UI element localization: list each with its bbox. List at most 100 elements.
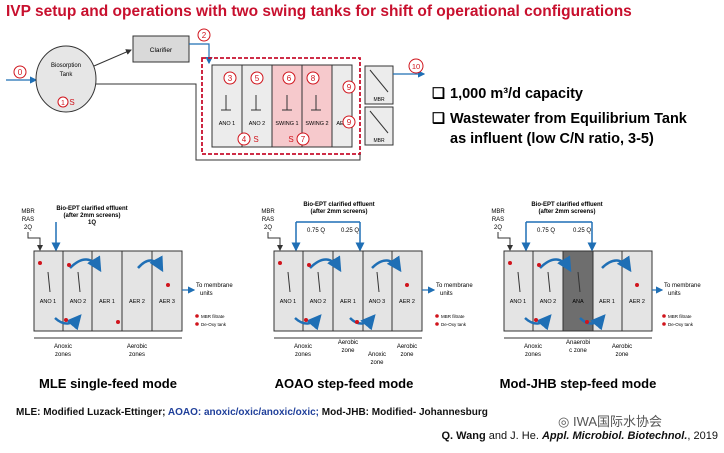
svg-text:MBR filtrate: MBR filtrate <box>441 314 465 319</box>
svg-text:zones: zones <box>129 352 145 358</box>
bullet-list: ❑ 1,000 m³/d capacity ❑ Wastewater from … <box>432 86 688 147</box>
svg-text:2Q: 2Q <box>494 225 502 231</box>
svg-text:De-Oxy tank: De-Oxy tank <box>441 322 467 327</box>
svg-text:4: 4 <box>242 135 247 144</box>
return-line <box>96 83 361 161</box>
svg-text:ANO 3: ANO 3 <box>369 299 386 305</box>
svg-text:AER 1: AER 1 <box>599 299 615 305</box>
svg-text:Anoxic: Anoxic <box>368 352 386 358</box>
footnote-mle: MLE: Modified Luzack-Ettinger; <box>16 407 166 418</box>
mbr-unit-2 <box>364 106 394 146</box>
svg-text:AER: AER <box>336 121 347 127</box>
svg-text:zone: zone <box>615 352 629 358</box>
svg-text:0.25 Q: 0.25 Q <box>573 228 591 234</box>
svg-text:1Q: 1Q <box>88 220 96 226</box>
svg-text:Aerobic: Aerobic <box>127 344 147 350</box>
svg-text:AER 1: AER 1 <box>99 299 115 305</box>
svg-text:AER 2: AER 2 <box>399 299 415 305</box>
page-title: IVP setup and operations with two swing … <box>6 3 632 20</box>
svg-text:zone: zone <box>370 360 384 366</box>
svg-text:0.75 Q: 0.75 Q <box>537 228 555 234</box>
svg-text:5: 5 <box>255 74 260 83</box>
svg-text:zones: zones <box>525 352 541 358</box>
svg-text:2: 2 <box>202 31 207 40</box>
svg-text:AER 3: AER 3 <box>159 299 175 305</box>
svg-text:Mod-JHB step-feed mode: Mod-JHB step-feed mode <box>500 376 657 391</box>
svg-text:Aerobic: Aerobic <box>338 340 358 346</box>
svg-text:SWING 2: SWING 2 <box>305 121 328 127</box>
svg-text:S: S <box>288 135 293 144</box>
svg-text:Anaerobi: Anaerobi <box>566 340 590 346</box>
svg-text:2Q: 2Q <box>24 225 32 231</box>
svg-text:De-Oxy tank: De-Oxy tank <box>668 322 694 327</box>
panel-mle: MBR RAS 2Q Bio-EPT clarified effluent (a… <box>21 206 233 391</box>
svg-text:Bio-EPT clarified effluent: Bio-EPT clarified effluent <box>531 202 602 208</box>
svg-text:MBR filtrate: MBR filtrate <box>201 314 225 319</box>
svg-text:6: 6 <box>287 74 292 83</box>
svg-text:MBR: MBR <box>21 209 35 215</box>
panel-jhb: MBR RAS 2Q Bio-EPT clarified effluent (a… <box>491 202 701 391</box>
svg-text:ANO 1: ANO 1 <box>280 299 297 305</box>
panel-aoao: MBR RAS 2Q Bio-EPT clarified effluent (a… <box>261 202 473 391</box>
svg-text:Bio-EPT clarified effluent: Bio-EPT clarified effluent <box>303 202 374 208</box>
svg-text:units: units <box>440 291 453 297</box>
svg-text:❑: ❑ <box>432 111 445 127</box>
svg-text:De-Oxy tank: De-Oxy tank <box>201 322 227 327</box>
svg-text:zones: zones <box>55 352 71 358</box>
svg-text:Anoxic: Anoxic <box>54 344 72 350</box>
svg-text:SWING 1: SWING 1 <box>275 121 298 127</box>
svg-text:0.25 Q: 0.25 Q <box>341 228 359 234</box>
svg-text:(after 2mm screens): (after 2mm screens) <box>538 209 595 215</box>
svg-text:(after 2mm screens): (after 2mm screens) <box>310 209 367 215</box>
svg-text:ANO 2: ANO 2 <box>70 299 87 305</box>
footnote: MLE: Modified Luzack-Ettinger; AOAO: ano… <box>16 407 488 418</box>
svg-text:Aerobic: Aerobic <box>612 344 632 350</box>
svg-text:MBR: MBR <box>261 209 275 215</box>
svg-text:MBR: MBR <box>373 97 385 103</box>
svg-text:To membrane: To membrane <box>664 283 701 289</box>
biosorption-label-1: Biosorption <box>51 63 81 69</box>
svg-text:zones: zones <box>295 352 311 358</box>
svg-text:MBR filtrate: MBR filtrate <box>668 314 692 319</box>
svg-text:ANO 2: ANO 2 <box>310 299 327 305</box>
svg-text:❑: ❑ <box>432 86 445 102</box>
svg-text:Aerobic: Aerobic <box>397 344 417 350</box>
svg-text:Bio-EPT clarified effluent: Bio-EPT clarified effluent <box>56 206 127 212</box>
footnote-jhb: Mod-JHB: Modified- Johannesburg <box>319 407 488 418</box>
svg-text:RAS: RAS <box>492 217 504 223</box>
svg-text:Anoxic: Anoxic <box>524 344 542 350</box>
svg-text:units: units <box>200 291 213 297</box>
clarifier <box>132 35 190 63</box>
svg-text:MLE single-feed mode: MLE single-feed mode <box>39 376 177 391</box>
svg-text:AER 1: AER 1 <box>340 299 356 305</box>
svg-text:To membrane: To membrane <box>196 283 233 289</box>
svg-text:zone: zone <box>400 352 414 358</box>
svg-text:RAS: RAS <box>262 217 274 223</box>
biosorption-label-2: Tank <box>60 72 74 78</box>
svg-text:ANO 2: ANO 2 <box>249 121 266 127</box>
svg-text:MBR: MBR <box>373 138 385 144</box>
svg-text:9: 9 <box>347 118 352 127</box>
svg-text:(after 2mm screens): (after 2mm screens) <box>63 213 120 219</box>
svg-text:Wastewater from Equilibrium Ta: Wastewater from Equilibrium Tank <box>450 111 688 127</box>
svg-text:AER 2: AER 2 <box>629 299 645 305</box>
svg-text:Clarifier: Clarifier <box>150 47 173 54</box>
top-process-diagram: 0 Biosorption Tank 1 S Clarifier 2 3 5 6 <box>6 28 426 161</box>
svg-text:RAS: RAS <box>22 217 34 223</box>
svg-text:2Q: 2Q <box>264 225 272 231</box>
svg-text:ANO 1: ANO 1 <box>219 121 236 127</box>
svg-text:1: 1 <box>61 100 65 107</box>
svg-text:ANO 1: ANO 1 <box>510 299 527 305</box>
svg-text:AOAO step-feed mode: AOAO step-feed mode <box>275 376 414 391</box>
dashed-boundary <box>201 57 361 155</box>
svg-text:3: 3 <box>228 74 233 83</box>
svg-text:ANO 1: ANO 1 <box>40 299 57 305</box>
svg-text:zone: zone <box>341 348 355 354</box>
svg-text:1,000 m³/d capacity: 1,000 m³/d capacity <box>450 86 583 102</box>
svg-text:Anoxic: Anoxic <box>294 344 312 350</box>
svg-text:8: 8 <box>311 74 316 83</box>
biosorption-tank <box>35 45 97 113</box>
svg-text:9: 9 <box>347 83 352 92</box>
svg-text:units: units <box>668 291 681 297</box>
